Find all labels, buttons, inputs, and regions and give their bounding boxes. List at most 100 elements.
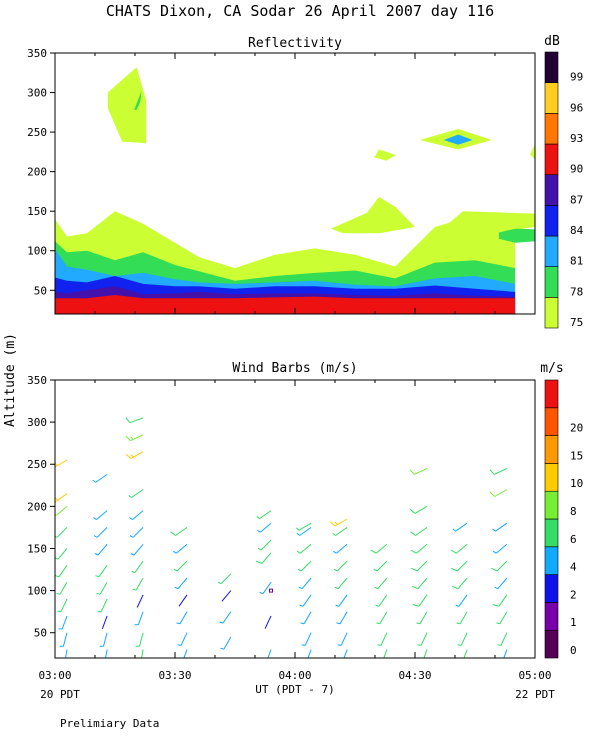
wind-barb <box>257 539 272 551</box>
wind-barb <box>55 565 68 578</box>
wind-barbs-frame <box>54 379 536 659</box>
end-date-label: 22 PDT <box>515 688 555 701</box>
wind-colorbar-label: 4 <box>570 561 577 574</box>
wind-barb <box>333 560 348 572</box>
reflectivity-patch-75 <box>107 67 147 144</box>
wind-barb <box>267 649 272 658</box>
reflectivity-colorbar-label: 90 <box>570 163 583 176</box>
y-tick-label: 50 <box>34 627 47 640</box>
wind-colorbar-unit: m/s <box>540 361 563 376</box>
figure-title: CHATS Dixon, CA Sodar 26 April 2007 day … <box>106 2 494 20</box>
wind-barb <box>300 611 312 625</box>
wind-barb <box>55 548 68 560</box>
wind-colorbar-swatch <box>544 435 559 464</box>
wind-barb <box>452 522 468 532</box>
wind-speed-colorbar: 0 1 2 4 6 8 10 15 20 <box>544 379 583 659</box>
reflectivity-colorbar-swatch <box>544 266 559 298</box>
reflectivity-colorbar-label: 93 <box>570 132 583 145</box>
y-tick-label: 350 <box>27 374 47 387</box>
wind-barb <box>95 565 108 578</box>
wind-barb <box>141 649 144 658</box>
reflectivity-band-90 <box>55 295 516 314</box>
wind-barb <box>217 573 232 585</box>
wind-barb <box>129 510 144 521</box>
reflectivity-y-axis: 50 100 150 200 250 300 350 <box>27 47 55 297</box>
wind-barb <box>97 598 108 613</box>
y-tick-label: 150 <box>27 205 47 218</box>
wind-barb <box>255 552 272 564</box>
wind-barb <box>377 632 388 646</box>
wind-barb <box>489 468 508 475</box>
wind-barb <box>298 577 312 590</box>
wind-colorbar-swatch <box>544 407 559 436</box>
footer-note: Prelimiary Data <box>60 717 159 730</box>
wind-barb <box>409 468 428 475</box>
reflectivity-colorbar-swatch <box>544 113 559 145</box>
wind-barb <box>376 611 388 625</box>
y-tick-label: 250 <box>27 126 47 139</box>
reflectivity-patch-75 <box>427 211 535 242</box>
wind-barb <box>456 611 468 625</box>
wind-colorbar-label: 10 <box>570 477 583 490</box>
wind-barb <box>130 543 144 556</box>
x-tick-label: 03:00 <box>38 669 71 682</box>
wind-barb <box>496 611 508 625</box>
wind-colorbar-swatch <box>544 379 559 409</box>
reflectivity-colorbar-label: 75 <box>570 316 583 329</box>
reflectivity-plot: 50 100 150 200 250 300 350 <box>27 47 536 315</box>
wind-colorbar-swatch <box>544 574 559 603</box>
wind-colorbar-swatch <box>544 463 559 492</box>
wind-barb <box>65 649 68 658</box>
y-tick-label: 300 <box>27 87 47 100</box>
reflectivity-colorbar-swatch <box>544 297 559 329</box>
wind-barb <box>336 611 348 625</box>
wind-colorbar-label: 8 <box>570 505 577 518</box>
wind-colorbar-swatch <box>544 518 559 548</box>
wind-barb <box>423 649 428 658</box>
wind-barb <box>55 459 68 468</box>
wind-barb <box>96 581 108 595</box>
wind-barb <box>333 543 348 554</box>
wind-barb <box>173 543 188 554</box>
wind-barb <box>176 611 188 625</box>
wind-barb <box>337 632 348 646</box>
wind-barb <box>299 594 312 607</box>
wind-barb <box>503 649 508 658</box>
wind-barb <box>173 560 188 572</box>
wind-x-axis: 03:00 03:30 04:00 04:30 05:00 <box>38 380 552 682</box>
reflectivity-colorbar-label: 87 <box>570 193 583 206</box>
wind-barb <box>101 615 108 630</box>
reflectivity-colorbar-swatch <box>544 82 559 114</box>
wind-barb <box>383 649 388 658</box>
reflectivity-patch-75 <box>331 196 415 234</box>
wind-barb <box>492 594 508 607</box>
wind-colorbar-label: 2 <box>570 588 577 601</box>
wind-barb <box>99 632 108 647</box>
wind-barb <box>416 611 428 625</box>
wind-barb <box>55 527 68 538</box>
wind-barb <box>411 577 428 590</box>
wind-barb <box>452 577 468 590</box>
wind-barb <box>136 594 144 608</box>
reflectivity-patch-75 <box>374 149 396 161</box>
wind-barbs-title: Wind Barbs (m/s) <box>232 361 357 376</box>
reflectivity-colorbar-swatch <box>544 143 559 175</box>
wind-barb <box>131 560 144 574</box>
reflectivity-colorbar-swatch <box>544 205 559 237</box>
wind-barb <box>105 649 108 658</box>
reflectivity-patch-75 <box>530 144 535 160</box>
x-tick-label: 05:00 <box>518 669 551 682</box>
wind-colorbar-label: 0 <box>570 644 577 657</box>
wind-barb <box>170 526 188 536</box>
wind-barb <box>94 543 108 556</box>
wind-barb <box>455 594 468 607</box>
reflectivity-title: Reflectivity <box>248 36 342 51</box>
reflectivity-colorbar-label: 81 <box>570 255 583 268</box>
reflectivity-colorbar-label: 84 <box>570 224 584 237</box>
wind-barb <box>373 560 388 572</box>
wind-barb <box>412 594 428 607</box>
wind-colorbar-label: 1 <box>570 616 577 629</box>
wind-barb <box>259 581 272 595</box>
reflectivity-patch-78 <box>134 91 142 110</box>
